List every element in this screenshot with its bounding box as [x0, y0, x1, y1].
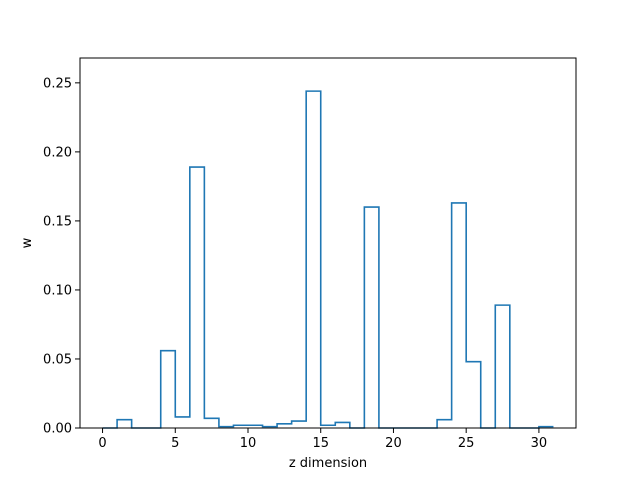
x-tick-label: 20: [385, 436, 402, 451]
y-tick-label: 0.10: [43, 283, 72, 298]
y-tick-label: 0.05: [43, 352, 72, 367]
x-tick-label: 0: [98, 436, 106, 451]
y-tick-label: 0.00: [43, 422, 72, 437]
x-axis-label: z dimension: [289, 456, 367, 471]
y-tick-label: 0.25: [43, 76, 72, 91]
x-tick-label: 25: [458, 436, 475, 451]
x-tick-label: 15: [312, 436, 329, 451]
plot-area: [102, 90, 554, 429]
axes-frame: [79, 57, 577, 429]
y-tick-label: 0.20: [43, 145, 72, 160]
y-axis-label: w: [20, 237, 35, 248]
y-tick-label: 0.15: [43, 214, 72, 229]
axis-ticks: 0 5 10 15 20 25 30 0.00 0.05 0.10 0.15 0.20 0.25: [43, 76, 547, 451]
x-tick-label: 30: [531, 436, 548, 451]
x-tick-label: 10: [240, 436, 257, 451]
x-tick-label: 5: [171, 436, 179, 451]
series-line-0: [102, 90, 554, 429]
